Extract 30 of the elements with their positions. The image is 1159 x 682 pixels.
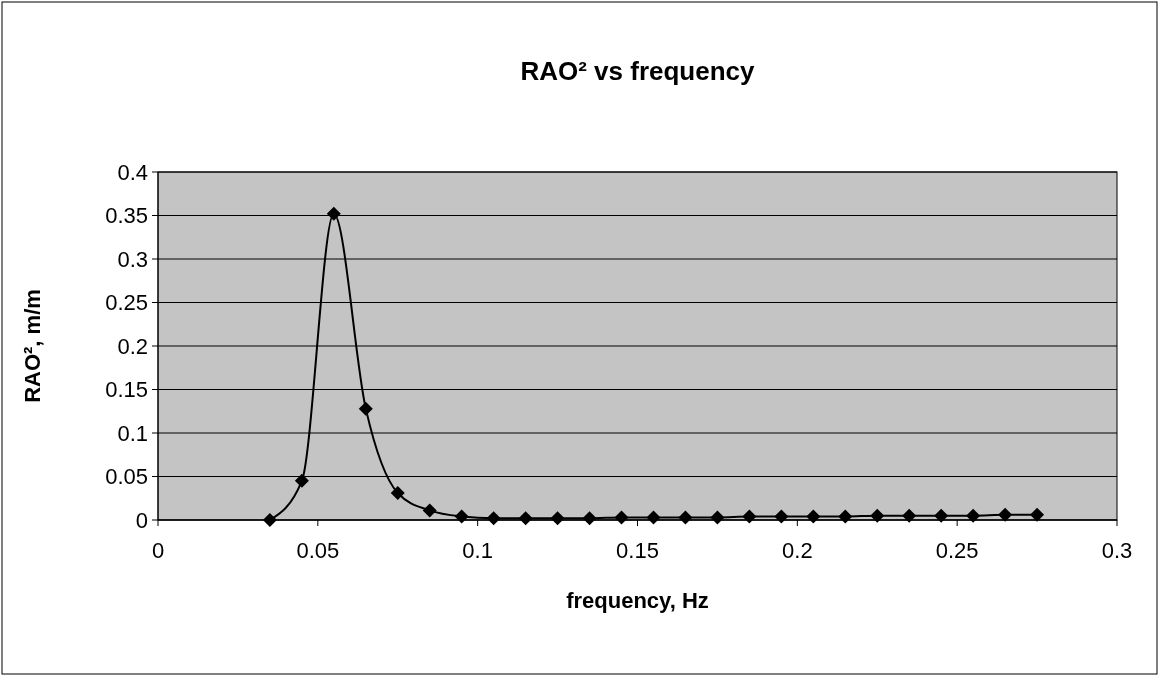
y-tick-label: 0.35	[105, 203, 148, 229]
y-tick-label: 0.4	[117, 159, 148, 185]
x-tick-label: 0	[151, 538, 165, 563]
y-tick-label: 0.1	[117, 420, 148, 446]
point	[934, 508, 949, 523]
point	[294, 473, 309, 488]
point	[998, 507, 1013, 522]
x-axis-title: frequency, Hz	[566, 588, 709, 613]
point	[902, 508, 917, 523]
point	[390, 486, 405, 501]
y-axis-title: RAO², m/m	[20, 289, 45, 403]
point	[358, 401, 373, 416]
chart-title: RAO² vs frequency	[520, 56, 756, 86]
x-tick-label: 0.05	[296, 538, 340, 563]
x-tick-label: 0.2	[782, 538, 813, 563]
point	[1030, 507, 1045, 522]
y-tick-label: 0.15	[105, 377, 148, 403]
x-tick-label: 0.25	[935, 538, 979, 563]
point	[966, 508, 981, 523]
y-tick-label: 0.2	[117, 333, 148, 359]
point	[422, 503, 437, 518]
y-tick-label: 0	[135, 507, 148, 533]
y-tick-label: 0.25	[105, 290, 148, 316]
y-tick-label: 0.3	[117, 246, 148, 272]
x-tick-label: 0.1	[462, 538, 493, 563]
point	[326, 206, 341, 221]
y-tick-label: 0.05	[105, 464, 148, 490]
point	[870, 508, 885, 523]
x-tick-label: 0.15	[616, 538, 659, 563]
x-tick-label: 0.3	[1101, 538, 1133, 563]
